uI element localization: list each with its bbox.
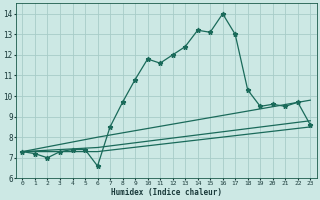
X-axis label: Humidex (Indice chaleur): Humidex (Indice chaleur) <box>111 188 222 197</box>
